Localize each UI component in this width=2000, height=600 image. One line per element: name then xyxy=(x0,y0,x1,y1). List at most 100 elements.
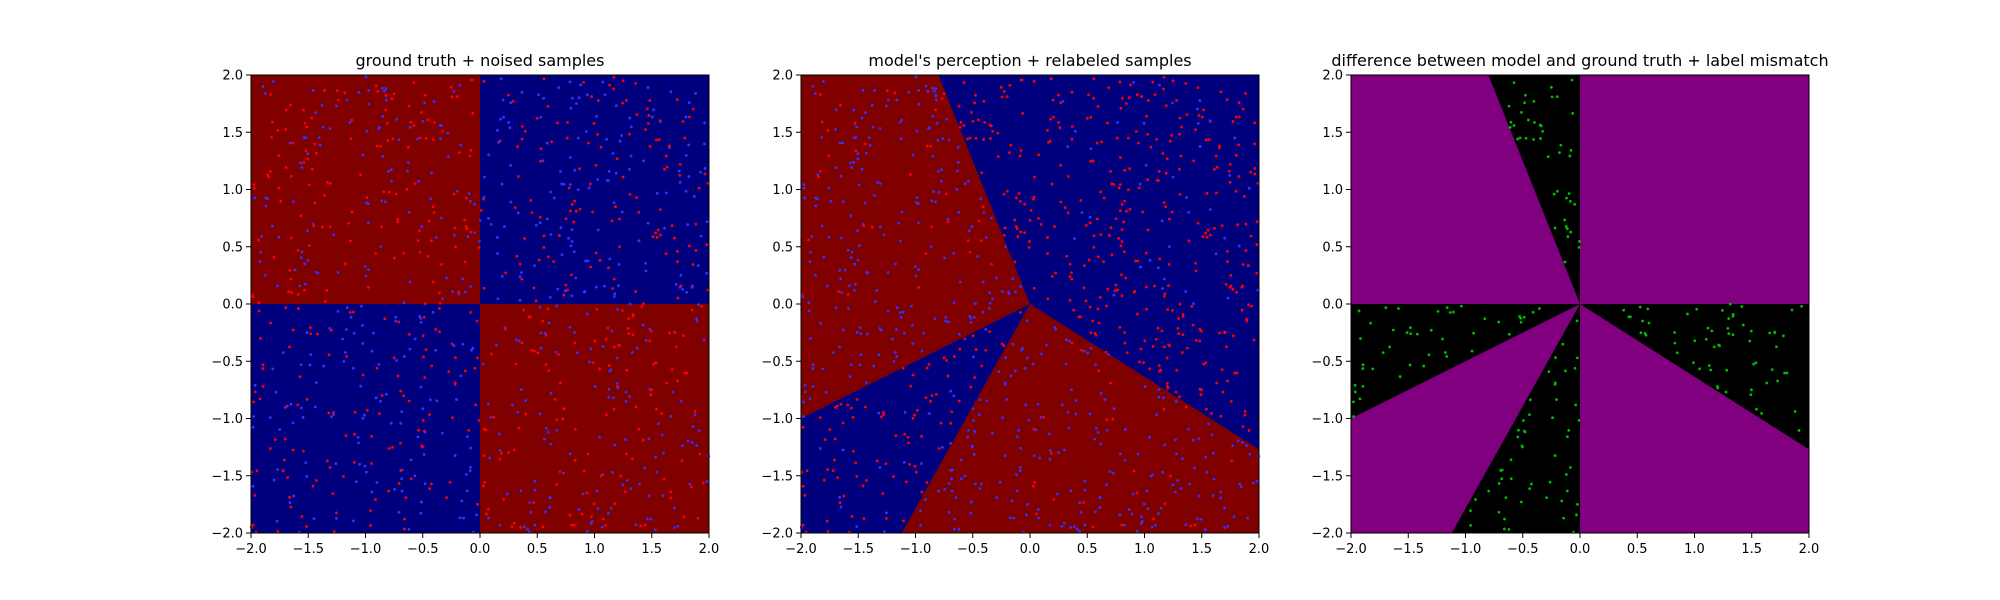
sample-point xyxy=(931,114,935,118)
sample-point xyxy=(1044,343,1048,347)
sample-point xyxy=(962,81,966,85)
sample-point xyxy=(1469,509,1472,513)
sample-point xyxy=(696,516,700,520)
sample-point xyxy=(1111,417,1115,421)
sample-point xyxy=(623,490,627,494)
sample-point xyxy=(1750,388,1753,392)
sample-point xyxy=(592,502,596,506)
sample-point xyxy=(1046,252,1049,255)
sample-point xyxy=(418,229,421,233)
sample-point xyxy=(379,399,382,403)
sample-point xyxy=(328,327,332,330)
sample-point xyxy=(512,521,516,525)
sample-point xyxy=(342,360,346,363)
sample-point xyxy=(1010,499,1014,503)
sample-point xyxy=(1064,338,1068,342)
sample-point xyxy=(1566,235,1570,239)
sample-point xyxy=(332,413,335,417)
sample-point xyxy=(899,315,903,319)
sample-point xyxy=(808,260,812,264)
sample-point xyxy=(618,217,621,221)
sample-point xyxy=(1187,239,1191,243)
sample-point xyxy=(1469,523,1472,527)
sample-point xyxy=(328,225,332,229)
sample-point xyxy=(1497,320,1501,324)
sample-point xyxy=(341,337,344,341)
panel-difference: difference between model and ground trut… xyxy=(1311,51,1828,557)
sample-point xyxy=(1178,116,1182,120)
sample-point xyxy=(841,200,845,204)
sample-point xyxy=(386,139,390,142)
sample-point xyxy=(1073,129,1077,133)
sample-point xyxy=(898,120,902,124)
sample-point xyxy=(816,173,820,177)
sample-point xyxy=(928,126,932,129)
sample-point xyxy=(1011,277,1014,281)
sample-point xyxy=(668,331,672,335)
y-tick-label: −2.0 xyxy=(1311,527,1343,542)
sample-point xyxy=(508,126,512,130)
sample-point xyxy=(988,301,992,305)
sample-point xyxy=(1567,192,1571,195)
sample-point xyxy=(1161,152,1165,155)
sample-point xyxy=(1247,429,1251,432)
sample-point xyxy=(1247,303,1251,307)
sample-point xyxy=(582,80,586,84)
sample-point xyxy=(811,384,815,388)
sample-point xyxy=(1790,308,1794,312)
sample-point xyxy=(1564,225,1568,228)
sample-point xyxy=(678,180,682,184)
sample-point xyxy=(655,191,659,195)
sample-point xyxy=(509,101,513,105)
sample-point xyxy=(389,421,393,425)
sample-point xyxy=(1091,159,1095,163)
sample-point xyxy=(902,460,906,464)
sample-point xyxy=(1223,236,1227,240)
sample-point xyxy=(419,385,423,389)
sample-point xyxy=(1194,262,1197,265)
sample-point xyxy=(360,304,363,308)
sample-point xyxy=(898,239,902,243)
sample-point xyxy=(654,361,658,365)
sample-point xyxy=(306,258,310,262)
sample-point xyxy=(1185,346,1189,350)
sample-point xyxy=(351,366,355,370)
sample-point xyxy=(670,224,674,227)
sample-point xyxy=(320,103,324,107)
sample-point xyxy=(1162,294,1166,298)
sample-point xyxy=(1171,175,1175,179)
sample-point xyxy=(520,341,524,345)
sample-point xyxy=(949,469,953,472)
sample-point xyxy=(257,309,261,313)
sample-point xyxy=(1551,416,1554,420)
sample-point xyxy=(1122,250,1126,254)
sample-point xyxy=(634,523,638,527)
sample-point xyxy=(407,527,411,531)
sample-point xyxy=(380,225,384,229)
sample-point xyxy=(1565,227,1569,231)
sample-point xyxy=(908,462,912,466)
sample-point xyxy=(357,441,360,445)
sample-point xyxy=(705,243,709,246)
y-tick-label: −1.0 xyxy=(1311,412,1343,427)
sample-point xyxy=(501,98,505,102)
sample-point xyxy=(1234,115,1238,119)
sample-point xyxy=(483,175,486,179)
sample-point xyxy=(1155,137,1158,141)
sample-point xyxy=(978,487,982,491)
sample-point xyxy=(1405,331,1409,334)
sample-point xyxy=(1565,489,1569,493)
sample-point xyxy=(570,96,574,100)
y-tick-label: −1.5 xyxy=(761,469,793,484)
sample-point xyxy=(1163,443,1167,447)
sample-point xyxy=(498,457,502,461)
x-tick-label: 1.0 xyxy=(1684,542,1705,557)
sample-point xyxy=(452,344,456,348)
sample-point xyxy=(968,136,972,140)
sample-point xyxy=(803,383,807,387)
sample-point xyxy=(1145,489,1149,493)
sample-point xyxy=(1512,81,1516,85)
sample-point xyxy=(687,175,691,178)
x-tick-label: 1.5 xyxy=(1191,542,1212,557)
sample-point xyxy=(1573,366,1577,370)
